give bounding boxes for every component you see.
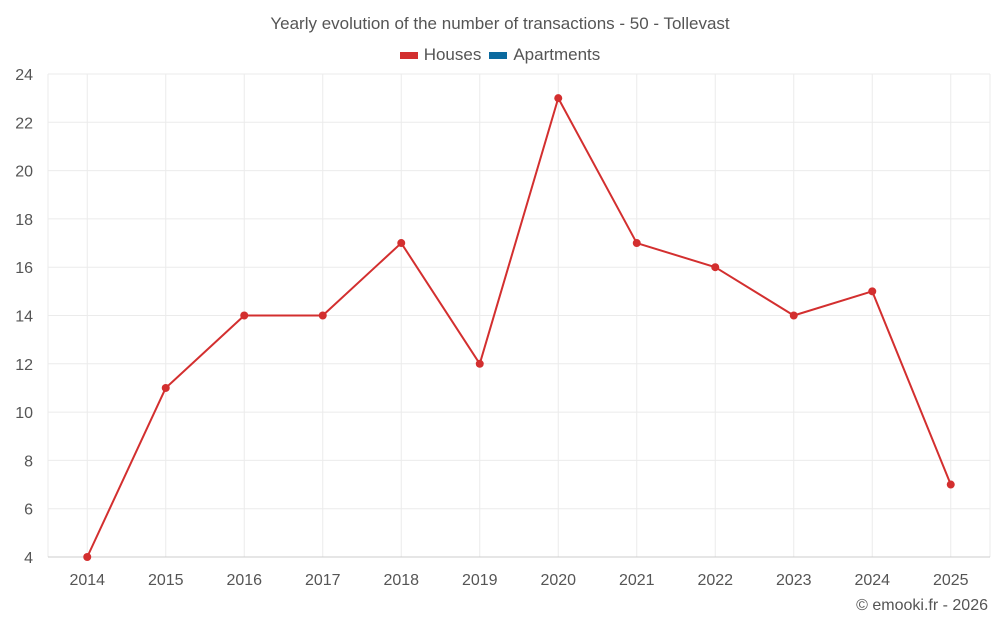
x-tick-label: 2022 <box>697 572 733 589</box>
y-tick-label: 14 <box>15 309 33 326</box>
x-tick-label: 2020 <box>540 572 576 589</box>
x-tick-label: 2019 <box>462 572 498 589</box>
x-tick-label: 2017 <box>305 572 341 589</box>
data-point-houses <box>946 480 955 489</box>
legend-swatch-apartments <box>489 51 508 59</box>
y-tick-label: 6 <box>24 502 33 519</box>
y-tick-label: 18 <box>15 212 33 229</box>
legend-swatch-houses <box>399 51 418 59</box>
x-tick-label: 2018 <box>383 572 419 589</box>
data-point-houses <box>554 94 563 103</box>
data-point-houses <box>868 287 877 296</box>
footer-credit: © emooki.fr - 2026 <box>856 597 988 614</box>
x-tick-label: 2015 <box>148 572 184 589</box>
data-point-houses <box>475 359 484 368</box>
legend-item-houses[interactable]: Houses <box>399 45 482 65</box>
y-tick-label: 22 <box>15 115 33 132</box>
data-point-houses <box>397 239 406 248</box>
x-tick-label: 2014 <box>69 572 105 589</box>
chart-legend: Houses Apartments <box>0 45 1000 65</box>
data-point-houses <box>161 383 170 392</box>
x-tick-label: 2016 <box>226 572 262 589</box>
data-point-houses <box>632 239 641 248</box>
y-tick-label: 10 <box>15 405 33 422</box>
x-tick-label: 2025 <box>933 572 969 589</box>
legend-label-apartments: Apartments <box>513 45 601 64</box>
y-tick-label: 4 <box>24 550 33 567</box>
data-point-houses <box>789 311 798 320</box>
data-point-houses <box>318 311 327 320</box>
y-tick-label: 8 <box>24 453 33 470</box>
x-tick-label: 2024 <box>854 572 890 589</box>
series-line-houses <box>86 97 952 558</box>
legend-label-houses: Houses <box>423 45 482 64</box>
x-tick-label: 2023 <box>776 572 812 589</box>
y-tick-label: 20 <box>15 164 33 181</box>
y-tick-label: 16 <box>15 260 33 277</box>
data-point-houses <box>711 263 720 272</box>
chart-title: Yearly evolution of the number of transa… <box>270 14 730 33</box>
data-point-houses <box>83 553 92 561</box>
y-tick-label: 24 <box>15 67 33 84</box>
x-tick-label: 2021 <box>619 572 655 589</box>
data-point-houses <box>240 311 249 320</box>
legend-item-apartments[interactable]: Apartments <box>489 45 600 65</box>
y-tick-label: 12 <box>15 357 33 374</box>
